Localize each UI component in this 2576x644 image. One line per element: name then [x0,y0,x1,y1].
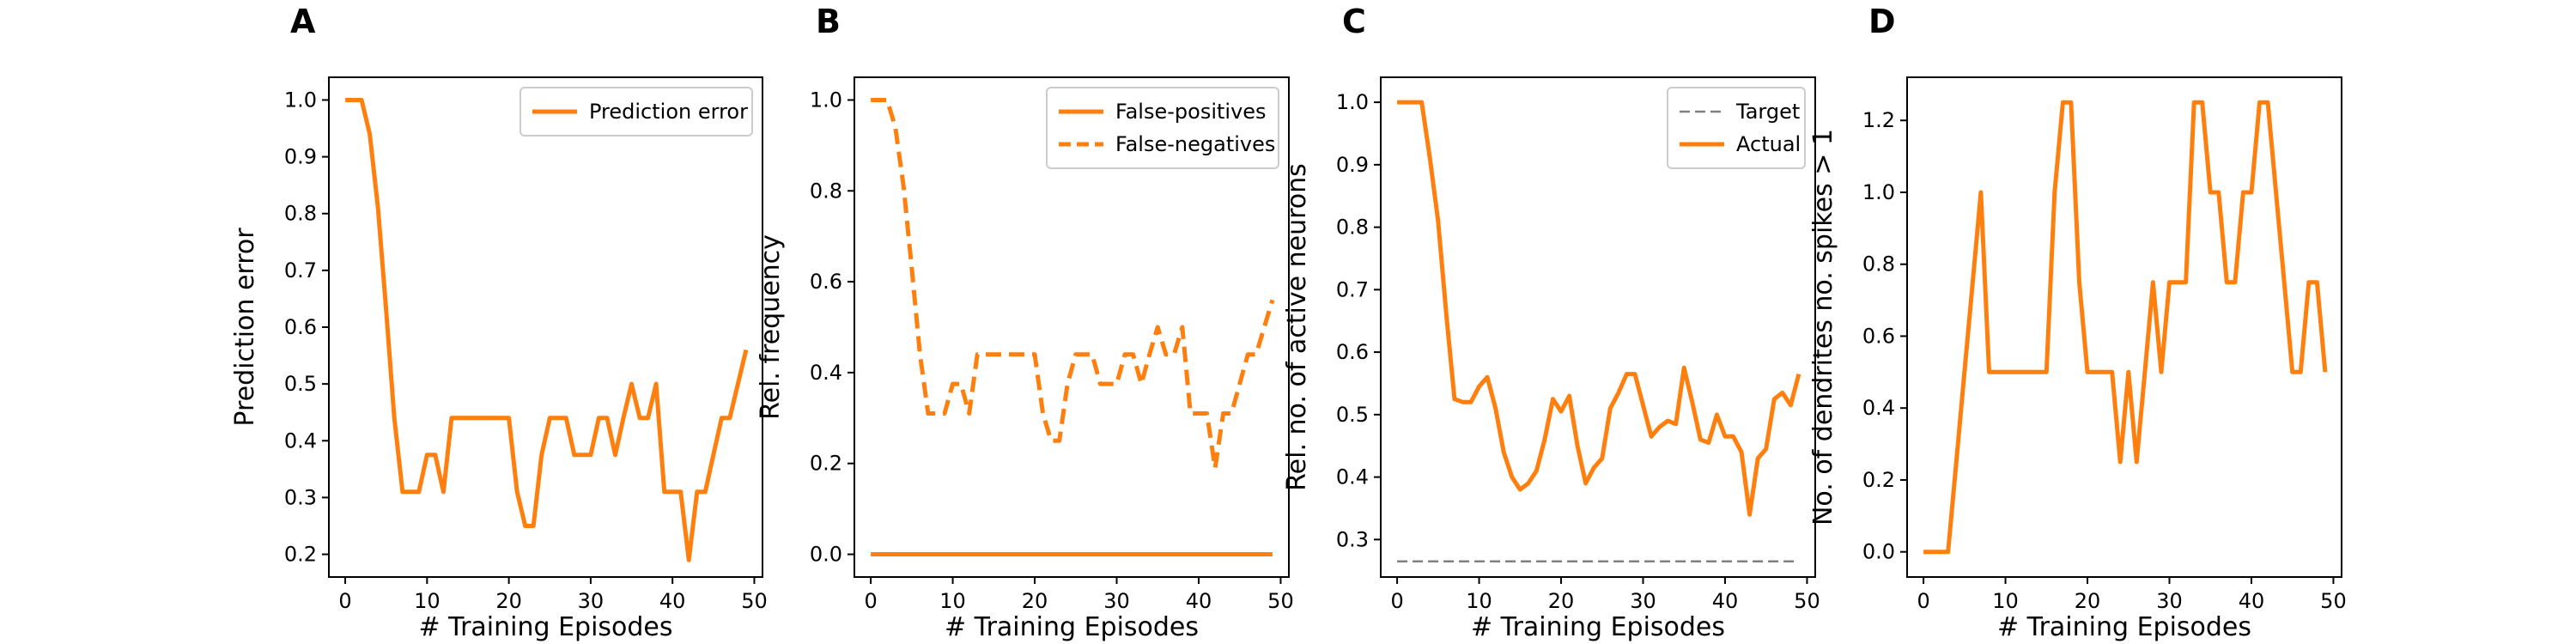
legend-label: Actual [1736,132,1801,156]
y-tick-label: 0.7 [1336,277,1369,301]
y-tick-label: 0.0 [810,543,842,567]
x-tick-label: 40 [659,589,686,613]
x-tick-label: 20 [2075,589,2101,613]
legend-label: False-negatives [1115,132,1275,156]
x-tick-label: 0 [1917,589,1929,613]
legend-frame [1667,87,1806,169]
x-tick-label: 30 [2156,589,2183,613]
legend: False-positives False-negatives [1046,87,1279,169]
y-tick-label: 0.3 [284,485,317,509]
y-tick-label: 0.7 [284,258,317,283]
y-tick-label: 1.0 [810,88,842,112]
x-axis-label: # Training Episodes [418,612,672,642]
x-tick-label: 10 [1466,589,1492,613]
y-tick-label: 0.6 [810,270,842,294]
legend-label: Target [1735,100,1800,124]
series-line-false-negatives [871,98,1275,471]
panel-a: A 0 10 20 30 40 50 0.2 0.3 0.4 0.5 0.6 0.7 0.8 0.9 1.0 #… [230,3,768,642]
axes-frame [854,76,1290,578]
y-tick-label: 0.6 [284,315,317,339]
y-tick-label: 0.6 [1862,324,1895,348]
panel-letter: C [1342,3,1366,40]
y-axis-label: Prediction error [230,228,260,427]
x-tick-label: 40 [1186,589,1212,613]
y-tick-label: 0.0 [1862,540,1895,564]
y-tick-label: 0.2 [810,452,842,476]
y-tick-label: 0.2 [1862,468,1895,492]
x-axis-label: # Training Episodes [945,612,1199,642]
y-axis-label: No. of dendrites no. spikes > 1 [1808,129,1838,526]
y-tick-label: 0.5 [284,372,317,396]
x-tick-label: 30 [1103,589,1130,613]
x-axis-label: # Training Episodes [1997,612,2251,642]
panel-d: D 0 10 20 30 40 50 0.0 0.2 0.4 0.6 0.8 1.0 1.2 # Train… [1808,3,2347,642]
y-tick-label: 0.4 [810,361,842,385]
panel-b: B 0 10 20 30 40 50 0.0 0.2 0.4 0.6 0.8 1.0 # Training… [756,3,1294,642]
series-line-values [1923,100,2328,555]
x-tick-label: 10 [414,589,440,613]
legend: Target Actual [1667,87,1806,169]
legend-label: Prediction error [589,100,748,124]
y-tick-label: 0.3 [1336,527,1369,551]
x-tick-label: 0 [338,589,351,613]
y-tick-label: 0.8 [1336,216,1369,240]
x-axis-label: # Training Episodes [1471,612,1725,642]
axes-frame [1380,76,1816,578]
panel-c: C 0 10 20 30 40 50 0.3 0.4 0.5 0.6 0.7 0.8 0.9 1.0 # Tr… [1282,3,1820,642]
x-tick-label: 0 [864,589,877,613]
y-tick-label: 0.4 [1336,465,1369,489]
series-line-prediction-error [345,98,749,562]
y-axis-label: Rel. frequency [756,234,786,420]
panel-letter: A [290,3,316,40]
legend-frame [1046,87,1279,169]
x-tick-label: 30 [578,589,605,613]
x-tick-label: 50 [1794,589,1820,613]
x-tick-label: 50 [1267,589,1294,613]
y-tick-label: 0.8 [1862,252,1895,276]
y-tick-label: 0.9 [284,145,317,169]
y-tick-label: 0.4 [1862,396,1895,420]
x-tick-label: 20 [495,589,522,613]
y-tick-label: 0.8 [284,202,317,226]
y-tick-label: 1.0 [284,88,317,112]
x-tick-label: 40 [1712,589,1739,613]
y-tick-label: 0.9 [1336,153,1369,177]
legend-label: False-positives [1115,100,1267,124]
axes-frame [1906,76,2342,578]
x-tick-label: 10 [1992,589,2019,613]
panel-letter: D [1868,3,1896,40]
x-tick-label: 0 [1390,589,1403,613]
y-tick-label: 0.5 [1336,403,1369,427]
y-tick-label: 0.4 [284,428,317,453]
y-tick-label: 1.0 [1862,180,1895,204]
x-tick-label: 40 [2239,589,2265,613]
legend-frame [519,87,753,137]
x-tick-label: 20 [1022,589,1048,613]
y-tick-label: 1.2 [1862,108,1895,132]
y-tick-label: 0.6 [1336,340,1369,364]
x-tick-label: 50 [2320,589,2347,613]
panel-letter: B [816,3,841,40]
y-axis-label: Rel. no. of active neurons [1282,163,1312,491]
series-line-actual [1397,100,1801,517]
y-tick-label: 1.0 [1336,90,1369,114]
x-tick-label: 30 [1630,589,1656,613]
x-tick-label: 10 [939,589,966,613]
x-tick-label: 50 [741,589,768,613]
y-tick-label: 0.8 [810,179,842,203]
x-tick-label: 20 [1548,589,1575,613]
y-tick-label: 0.2 [284,543,317,567]
legend: Prediction error [519,87,753,137]
